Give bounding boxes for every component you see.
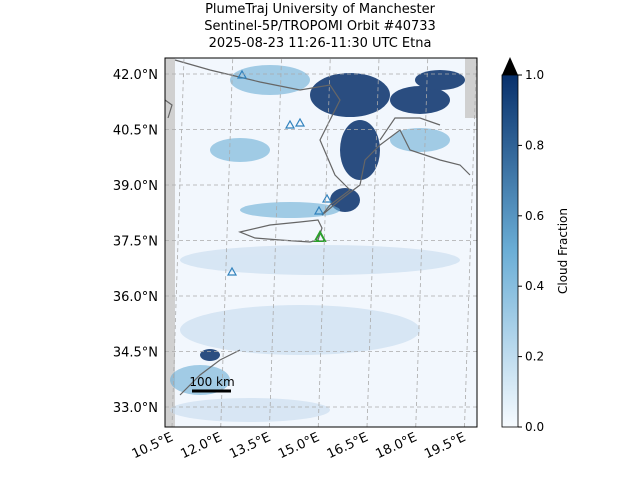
lat-label: 33.0°N <box>113 401 158 416</box>
target-volcano <box>313 229 327 242</box>
graticule <box>165 58 477 427</box>
colorbar-extend <box>502 57 518 75</box>
lat-label: 34.5°N <box>113 346 158 361</box>
colorbar-tick-label: 0.6 <box>525 209 544 223</box>
colorbar-tick-label: 1.0 <box>525 68 544 82</box>
lon-grid-line <box>269 58 282 427</box>
lat-label: 36.0°N <box>113 290 158 305</box>
map-frame <box>164 57 478 428</box>
colorbar <box>501 74 519 428</box>
lon-label: 10.5°E <box>130 430 176 462</box>
lon-label: 18.0°E <box>374 430 420 462</box>
cloud-cover <box>200 70 465 361</box>
lon-label: 13.5°E <box>227 430 273 462</box>
title-line: PlumeTraj University of Manchester <box>205 2 435 17</box>
lon-grid-line <box>464 58 477 427</box>
lon-grid-line <box>171 58 185 427</box>
scale-bar-label: 100 km <box>189 375 234 389</box>
lon-label: 15.0°E <box>276 430 322 462</box>
colorbar-label: Cloud Fraction <box>556 208 570 294</box>
lon-label: 19.5°E <box>422 430 468 462</box>
lon-grid-line <box>366 58 380 427</box>
map-area: 100 km <box>165 58 477 427</box>
colorbar-tick-label: 0.4 <box>525 279 544 293</box>
lon-grid-line <box>415 58 429 427</box>
outside-region <box>165 58 175 427</box>
title-line: Sentinel-5P/TROPOMI Orbit #40733 <box>204 19 436 34</box>
colorbar-tick-label: 0.8 <box>525 138 544 152</box>
lat-label: 37.5°N <box>113 235 158 250</box>
lat-label: 39.0°N <box>113 179 158 194</box>
colorbar-tick-label: 0.0 <box>525 420 544 434</box>
lon-label: 16.5°E <box>325 430 371 462</box>
lat-label: 40.5°N <box>113 124 158 139</box>
lon-grid-line <box>220 58 234 427</box>
outside-region <box>465 58 477 118</box>
lon-label: 12.0°E <box>179 430 225 462</box>
lat-label: 42.0°N <box>113 68 158 83</box>
colorbar-tick-label: 0.2 <box>525 350 544 364</box>
cloud-cover <box>170 245 460 422</box>
lon-grid-line <box>317 58 331 427</box>
title-line: 2025-08-23 11:26-11:30 UTC Etna <box>209 36 432 51</box>
volcano-marker <box>226 69 333 276</box>
